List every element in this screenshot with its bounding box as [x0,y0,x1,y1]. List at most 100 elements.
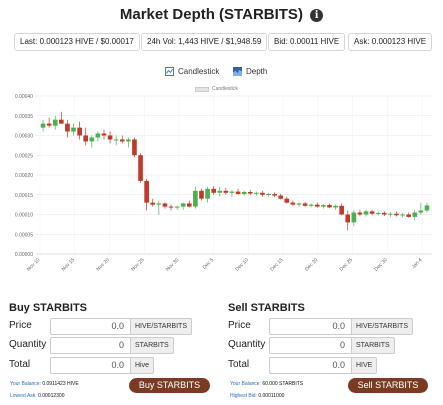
candle-body [260,192,265,195]
candle-body [388,213,393,215]
candle-body [351,212,357,223]
candle-body [247,191,253,194]
candle-body [168,206,174,208]
candlestick-toggle-label: Candlestick [178,67,220,76]
candle-body [71,127,76,132]
x-tick-label: Jan 4 [411,257,424,270]
sell-button[interactable]: Sell STARBITS [348,378,428,393]
candle-body [369,211,375,214]
sell-balance: Your Balance: 60.000 STARBITS [230,381,303,387]
candle-body [138,155,143,181]
x-tick-label: Nov 30 [165,257,181,273]
candle-body [59,119,64,124]
buy-total-unit: Hive [131,357,155,374]
candle-body [211,188,216,193]
buy-price-input[interactable]: 0.0 [50,318,131,335]
candle-body [193,190,198,207]
candle-body [418,210,424,213]
x-tick-label: Nov 20 [95,257,111,273]
candle-body [186,203,192,207]
candle-body [278,195,284,199]
candle-body [394,213,399,216]
sell-total-label: Total [228,359,250,370]
info-circle-icon[interactable]: i [310,9,324,22]
sell-price-label: Price [228,320,251,331]
candle-body [314,204,320,207]
page-title: Market Depth (STARBITS) i [0,6,443,23]
candle-body [126,139,131,142]
highest-bid-value[interactable]: 0.00011000 [258,393,285,399]
depth-chart-icon [233,67,242,76]
buy-balance: Your Balance: 0.0911423 HIVE [10,381,79,387]
candle-body [345,214,351,223]
page-title-text: Market Depth (STARBITS) [119,6,303,23]
sell-panel-title: Sell STARBITS [228,302,305,314]
depth-toggle[interactable]: Depth [233,67,267,76]
candle-body [46,123,52,126]
lowest-ask-value[interactable]: 0.00012300 [38,393,65,399]
candle-body [266,193,271,195]
candle-body [223,190,229,193]
candle-body [327,205,332,208]
x-tick-label: Nov 15 [61,257,77,273]
candle-body [83,135,89,142]
lowest-ask: Lowest Ask: 0.00012300 [10,393,65,399]
candle-body [308,204,314,206]
candle-body [77,127,82,136]
x-tick-label: Nov 10 [26,257,42,273]
candle-body [101,133,107,136]
buy-total-label: Total [9,359,31,370]
candle-body [302,203,308,206]
y-tick-label: 0.00010 [15,213,33,219]
candle-body [113,139,119,141]
buy-price-label: Price [9,320,32,331]
candle-body [205,188,210,199]
sell-quantity-input[interactable]: 0 [269,337,352,354]
x-tick-label: Dec 20 [304,257,320,273]
candle-body [132,139,137,156]
sell-balance-value[interactable]: 60.000 STARBITS [262,381,304,387]
candlestick-chart: 0.00000 0.00005 0.00010 0.00015 0.00020 0.000… [15,94,432,273]
candle-body [229,191,235,193]
sell-total-input[interactable]: 0.0 [269,357,352,374]
buy-quantity-input[interactable]: 0 [50,337,131,354]
candle-body [321,205,326,207]
ask-stat: Ask: 0.000123 HIVE [348,33,433,51]
buy-panel-title: Buy STARBITS [9,302,88,314]
x-tick-label: Dec 15 [269,257,285,273]
candle-body [412,212,418,217]
last-price-stat: Last: 0.000123 HIVE / $0.00017 [14,33,140,51]
buy-total-input[interactable]: 0.0 [50,357,131,374]
candle-body [144,180,149,203]
candle-body [254,192,259,194]
candle-body [333,205,338,208]
highest-bid: Highest Bid: 0.00011000 [230,393,284,399]
highest-bid-key: Highest Bid: [230,393,257,399]
chart-legend[interactable]: Candlestick [195,86,238,92]
candle-body [156,203,162,205]
candle-body [381,212,387,215]
candle-body [52,119,58,126]
buy-button[interactable]: Buy STARBITS [129,378,210,393]
legend-label: Candlestick [212,86,238,92]
candle-body [40,123,46,128]
x-tick-label: Dec 5 [202,257,216,271]
candle-body [119,139,125,142]
candle-body [400,214,405,216]
x-tick-label: Dec 10 [234,257,250,273]
candle-body [217,190,223,193]
candle-body [174,206,180,208]
candle-body [107,135,113,140]
y-tick-label: 0.00040 [15,94,33,100]
candlestick-toggle[interactable]: Candlestick [165,67,219,76]
x-tick-label: Nov 25 [130,257,146,273]
y-tick-label: 0.00035 [15,114,33,120]
candlestick-icon [165,67,174,76]
depth-toggle-label: Depth [246,67,268,76]
candle-body [235,191,241,194]
sell-balance-key: Your Balance: [230,381,261,387]
y-tick-label: 0.00030 [15,134,33,140]
buy-balance-value[interactable]: 0.0911423 HIVE [42,381,79,387]
candle-body [89,137,95,142]
sell-price-input[interactable]: 0.0 [269,318,352,335]
